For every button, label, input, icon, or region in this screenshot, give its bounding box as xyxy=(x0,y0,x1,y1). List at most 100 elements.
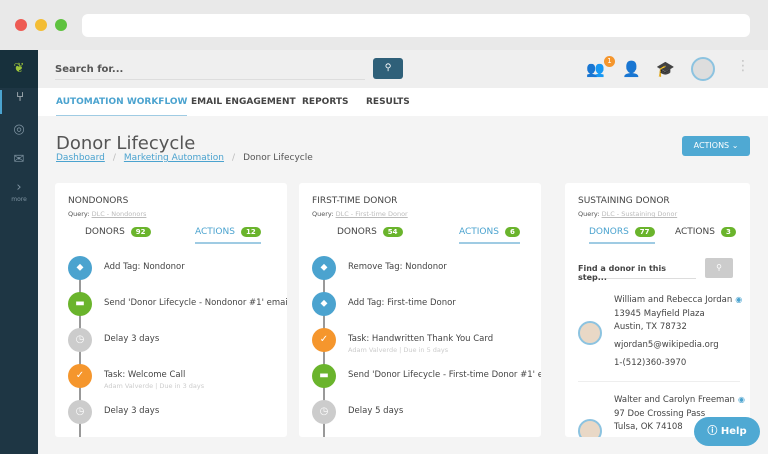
actions-count-badge: 6 xyxy=(504,227,520,237)
tab-reports[interactable]: REPORTS xyxy=(302,97,349,107)
tab-results[interactable]: RESULTS xyxy=(366,97,410,107)
tag-icon: ⬥ xyxy=(312,256,336,280)
donors-label: DONORS xyxy=(589,227,629,237)
breadcrumb-dashboard[interactable]: Dashboard xyxy=(56,153,105,163)
workflow-step[interactable]: ⬥ Add Tag: Nondonor xyxy=(68,256,287,280)
workflow-step[interactable]: ✓ Task: Welcome Call Adam Valverde | Due… xyxy=(68,364,287,390)
browser-chrome xyxy=(0,0,768,50)
workflow-step[interactable]: ◷ Delay 3 days xyxy=(68,328,287,352)
donor-avatar xyxy=(578,321,602,345)
check-circle-icon: ✓ xyxy=(312,328,336,352)
actions-count-badge: 12 xyxy=(240,227,261,237)
query-label: Query: xyxy=(578,210,600,218)
workflow-step[interactable]: ◷ Delay 3 days xyxy=(68,400,287,424)
card-title: SUSTAINING DONOR xyxy=(578,196,670,206)
step-card: FIRST-TIME DONOR Query: DLC - First-time… xyxy=(299,183,541,437)
help-icon: ⓘ xyxy=(707,426,718,437)
donor-address-line1: 97 Doe Crossing Pass xyxy=(614,409,706,419)
mail-icon[interactable]: ✉ xyxy=(13,152,25,167)
workflow-step[interactable]: ⬥ Remove Tag: Nondonor xyxy=(312,256,541,280)
workflow-step[interactable]: ▬ Send 'Donor Lifecycle - First-time Don… xyxy=(312,364,541,388)
actions-label: ACTIONS xyxy=(675,227,715,237)
tab-actions[interactable]: ACTIONS 3 xyxy=(675,227,736,244)
donors-count-badge: 77 xyxy=(634,227,655,237)
tab-donors[interactable]: DONORS 77 xyxy=(589,227,655,244)
maximize-window-button[interactable] xyxy=(55,19,67,31)
add-user-icon[interactable]: 👤 xyxy=(622,60,641,78)
breadcrumb-marketing-automation[interactable]: Marketing Automation xyxy=(123,153,225,163)
avatar[interactable] xyxy=(691,57,715,81)
top-bar: Search for... ⚲ 👥 1 👤 🎓 ⋮ xyxy=(38,50,768,88)
tab-bar: AUTOMATION WORKFLOW EMAIL ENGAGEMENT REP… xyxy=(38,88,768,117)
breadcrumb-current: Donor Lifecycle xyxy=(243,153,313,163)
page-title: Donor Lifecycle xyxy=(56,133,196,154)
search-button[interactable]: ⚲ xyxy=(373,58,403,79)
clock-icon: ◷ xyxy=(68,400,92,424)
sidebar-more[interactable]: more xyxy=(11,196,27,203)
step-text: Add Tag: Nondonor xyxy=(104,262,185,272)
sidebar: ❦ ⑂ ◎ ✉ › more xyxy=(0,50,38,454)
help-button[interactable]: ⓘ Help xyxy=(694,417,760,446)
users-icon[interactable]: 👥 xyxy=(586,60,605,78)
minimize-window-button[interactable] xyxy=(35,19,47,31)
search-input[interactable]: Search for... xyxy=(55,58,365,80)
step-card: NONDONORS Query: DLC - Nondonors DONORS 9… xyxy=(55,183,287,437)
card-title: FIRST-TIME DONOR xyxy=(312,196,398,206)
step-text: Delay 3 days xyxy=(104,406,160,416)
graduation-cap-icon[interactable]: 🎓 xyxy=(656,60,675,78)
step-text: Task: Welcome Call xyxy=(104,370,186,380)
donor-list-item[interactable]: Walter and Carolyn Freeman ◉ 97 Doe Cross… xyxy=(578,395,748,437)
close-window-button[interactable] xyxy=(15,19,27,31)
workflow-icon[interactable]: ⑂ xyxy=(0,90,38,114)
tab-donors[interactable]: DONORS 92 xyxy=(85,227,151,244)
find-donor-input[interactable]: Find a donor in this step... xyxy=(578,259,696,282)
query-link[interactable]: DLC - Sustaining Donor xyxy=(601,210,678,218)
donors-count-badge: 92 xyxy=(130,227,151,237)
donor-email[interactable]: wjordan5@wikipedia.org xyxy=(614,340,719,350)
envelope-icon: ▬ xyxy=(68,292,92,316)
donor-list-item[interactable]: William and Rebecca Jordan ◉ 13945 Mayfie… xyxy=(578,295,748,375)
tab-automation-workflow[interactable]: AUTOMATION WORKFLOW xyxy=(56,97,188,117)
donor-name[interactable]: William and Rebecca Jordan xyxy=(614,295,733,305)
help-label: Help xyxy=(720,426,747,437)
card-query: Query: DLC - Nondonors xyxy=(68,210,146,218)
target-icon[interactable]: ◎ xyxy=(13,122,25,137)
more-vertical-icon[interactable]: ⋮ xyxy=(736,58,750,74)
tag-icon: ⬥ xyxy=(312,292,336,316)
query-label: Query: xyxy=(312,210,334,218)
donor-address-line1: 13945 Mayfield Plaza xyxy=(614,309,705,319)
find-donor-button[interactable]: ⚲ xyxy=(705,258,733,278)
query-link[interactable]: DLC - First-time Donor xyxy=(335,210,408,218)
eye-icon[interactable]: ◉ xyxy=(735,295,743,304)
step-text: Send 'Donor Lifecycle - First-time Donor… xyxy=(348,370,541,380)
step-text: Add Tag: First-time Donor xyxy=(348,298,456,308)
clock-icon: ◷ xyxy=(312,400,336,424)
card-query: Query: DLC - Sustaining Donor xyxy=(578,210,677,218)
workflow-step[interactable]: ◷ Delay 5 days xyxy=(312,400,541,424)
actions-label: ACTIONS xyxy=(195,227,235,237)
address-bar[interactable] xyxy=(82,14,750,37)
check-circle-icon: ✓ xyxy=(68,364,92,388)
tab-actions[interactable]: ACTIONS 6 xyxy=(459,227,520,244)
workflow-step[interactable]: ▬ Send 'Donor Lifecycle - Nondonor #1' e… xyxy=(68,292,287,316)
card-query: Query: DLC - First-time Donor xyxy=(312,210,408,218)
step-card: SUSTAINING DONOR Query: DLC - Sustaining… xyxy=(565,183,750,437)
tab-donors[interactable]: DONORS 54 xyxy=(337,227,403,244)
workflow-step[interactable]: ✓ Task: Handwritten Thank You Card Adam … xyxy=(312,328,541,354)
workflow-step[interactable]: ⬥ Add Tag: First-time Donor xyxy=(312,292,541,316)
step-text: Send 'Donor Lifecycle - Nondonor #1' ema… xyxy=(104,298,287,308)
eye-icon[interactable]: ◉ xyxy=(737,395,745,404)
clock-icon: ◷ xyxy=(68,328,92,352)
step-text: Delay 3 days xyxy=(104,334,160,344)
tab-email-engagement[interactable]: EMAIL ENGAGEMENT xyxy=(191,97,296,107)
query-link[interactable]: DLC - Nondonors xyxy=(91,210,147,218)
donor-avatar xyxy=(578,419,602,437)
donor-address-line2: Austin, TX 78732 xyxy=(614,322,687,332)
actions-dropdown-button[interactable]: ACTIONS ⌄ xyxy=(682,136,750,156)
tab-actions[interactable]: ACTIONS 12 xyxy=(195,227,261,244)
donor-name[interactable]: Walter and Carolyn Freeman xyxy=(614,395,735,405)
chevron-right-icon[interactable]: › xyxy=(16,180,22,195)
envelope-icon: ▬ xyxy=(312,364,336,388)
notification-badge: 1 xyxy=(604,56,615,67)
breadcrumb: Dashboard / Marketing Automation / Donor Lif… xyxy=(56,153,313,163)
